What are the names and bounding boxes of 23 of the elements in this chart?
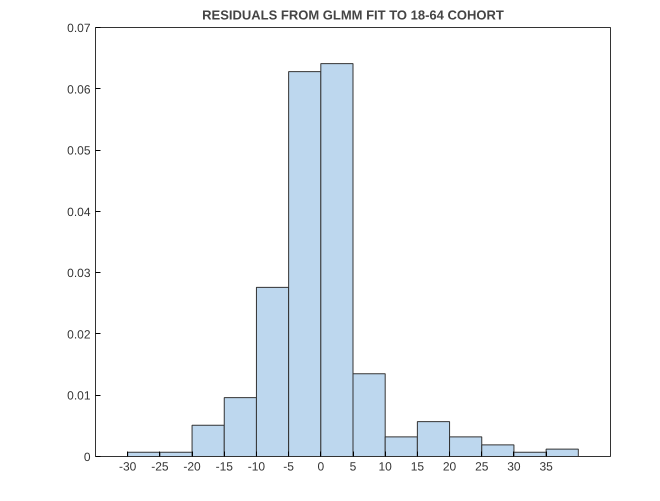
- y-tick-label: 0.01: [67, 388, 91, 403]
- x-tick-label: -20: [183, 460, 202, 474]
- x-tick-label: -30: [119, 460, 137, 474]
- y-tick-label: 0.07: [67, 21, 91, 35]
- y-tick-label: 0.06: [67, 82, 91, 96]
- x-tick-label: 30: [507, 460, 521, 474]
- x-tick-label: 10: [378, 460, 392, 474]
- x-tick-label: -5: [283, 460, 294, 474]
- y-tick-label: 0.02: [67, 327, 91, 342]
- x-tick-label: 15: [410, 460, 424, 474]
- x-tick-label: 35: [539, 460, 554, 474]
- y-tick-label: 0.05: [67, 144, 91, 158]
- x-tick-label: 5: [350, 460, 357, 474]
- x-tick-label: -10: [248, 460, 266, 474]
- chart-title: RESIDUALS FROM GLMM FIT TO 18-64 COHORT: [202, 8, 504, 22]
- x-tick-label: 0: [317, 460, 324, 474]
- y-tick-label: 0: [84, 450, 91, 464]
- x-tick-label: 25: [475, 460, 489, 474]
- x-tick-label: -25: [151, 460, 169, 474]
- y-tick-label: 0.04: [67, 204, 91, 219]
- x-tick-label: -15: [216, 460, 234, 474]
- y-tick-label: 0.03: [67, 266, 91, 280]
- x-tick-label: 20: [442, 460, 457, 474]
